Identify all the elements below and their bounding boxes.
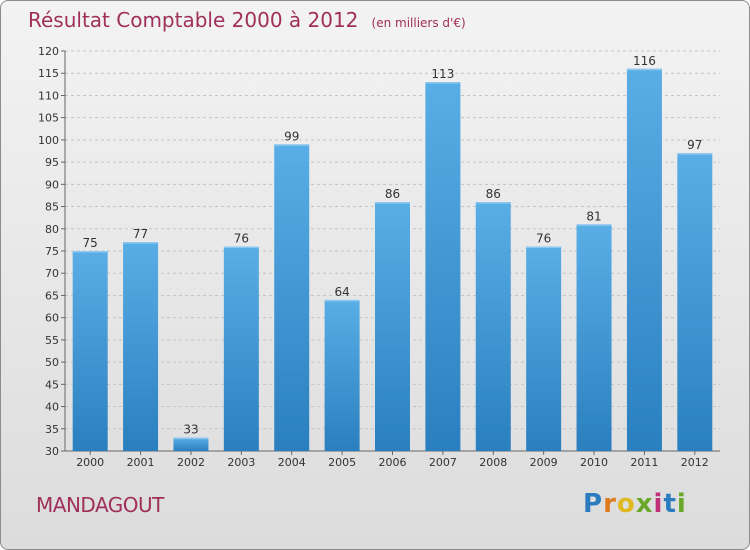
bar-top-edge <box>173 437 209 440</box>
x-tick-label: 2008 <box>479 456 507 469</box>
data-label: 77 <box>133 227 148 241</box>
bar-2012 <box>677 153 713 451</box>
bar-2002 <box>173 437 209 451</box>
logo-letter: r <box>603 489 617 519</box>
data-label: 116 <box>633 54 656 68</box>
bar-top-edge <box>475 202 511 204</box>
logo-letter: o <box>616 489 636 519</box>
x-tick-label: 2004 <box>278 456 306 469</box>
x-tick-label: 2006 <box>379 456 407 469</box>
y-tick-label: 55 <box>45 334 59 347</box>
bar-top-edge <box>526 246 562 249</box>
data-label: 76 <box>536 232 551 246</box>
bars <box>72 68 713 452</box>
data-label: 81 <box>586 209 601 223</box>
grid-lines <box>65 50 720 452</box>
x-tick-label: 2000 <box>76 456 104 469</box>
bar-top-edge <box>375 202 410 204</box>
x-tick-label: 2003 <box>227 456 255 469</box>
logo-letter: P <box>583 489 604 519</box>
x-tick-label: 2007 <box>429 456 457 469</box>
bar-2000 <box>72 251 108 451</box>
x-tick-label: 2010 <box>580 456 608 469</box>
bar-2003 <box>223 246 259 451</box>
logo-letter: t <box>663 489 677 519</box>
x-tick-label: 2001 <box>127 456 155 469</box>
bar-2006 <box>375 202 410 451</box>
data-labels: 75 77 33 76 99 64 86 113 86 76 81 116 97 <box>83 54 703 437</box>
bar-2007 <box>425 82 461 451</box>
y-tick-label: 85 <box>45 201 59 214</box>
bar-2005 <box>324 299 360 451</box>
bar-top-edge <box>223 246 259 249</box>
logo-letter: i <box>653 489 664 519</box>
bar-2011 <box>626 68 662 452</box>
y-tick-label: 30 <box>45 445 59 458</box>
town-name: MANDAGOUT <box>36 493 164 517</box>
data-label: 86 <box>486 187 501 201</box>
bar-top-edge <box>274 144 310 146</box>
y-tick-label: 75 <box>45 245 59 258</box>
bar-2010 <box>576 224 612 451</box>
bar-top-edge <box>123 242 159 244</box>
bar-top-edge <box>626 68 662 71</box>
y-tick-label: 100 <box>38 134 59 147</box>
x-tick-label: 2012 <box>681 456 709 469</box>
y-tick-label: 110 <box>38 89 59 102</box>
y-tick-label: 95 <box>45 156 59 169</box>
data-label: 75 <box>83 236 98 250</box>
y-tick-label: 35 <box>45 423 59 436</box>
axes: 30 35 40 45 50 55 60 65 70 75 80 85 90 95 100 105 110 115… <box>38 45 720 469</box>
x-tick-label: 2011 <box>630 456 658 469</box>
data-label: 76 <box>234 232 249 246</box>
logo-letter: i <box>676 489 687 519</box>
data-label: 99 <box>284 129 299 143</box>
x-tick-label: 2002 <box>177 456 205 469</box>
chart-title: Résultat Comptable 2000 à 2012 (en milli… <box>28 8 466 32</box>
data-label: 64 <box>334 285 349 299</box>
bar-top-edge <box>576 224 612 226</box>
data-label: 86 <box>385 187 400 201</box>
data-label: 97 <box>687 138 702 152</box>
bar-2004 <box>274 144 310 452</box>
bar-2008 <box>475 202 511 451</box>
title-text: Résultat Comptable 2000 à 2012 <box>28 8 359 32</box>
x-tick-label: 2005 <box>328 456 356 469</box>
y-tick-label: 80 <box>45 223 59 236</box>
data-label: 113 <box>431 67 454 81</box>
y-tick-label: 45 <box>45 378 59 391</box>
y-tick-label: 50 <box>45 356 59 369</box>
x-tick-label: 2009 <box>530 456 558 469</box>
y-tick-label: 90 <box>45 178 59 191</box>
y-tick-label: 105 <box>38 112 59 125</box>
y-tick-label: 115 <box>38 67 59 80</box>
y-tick-label: 40 <box>45 401 59 414</box>
y-tick-label: 120 <box>38 45 59 58</box>
bar-top-edge <box>425 82 461 84</box>
bar-2009 <box>526 246 562 451</box>
bar-top-edge <box>72 251 108 253</box>
y-tick-label: 60 <box>45 312 59 325</box>
logo-letter: x <box>635 489 654 519</box>
proxiti-logo: Proxiti <box>583 489 687 519</box>
data-label: 33 <box>183 423 198 437</box>
bar-top-edge <box>677 153 713 155</box>
bar-top-edge <box>324 299 360 302</box>
y-tick-label: 70 <box>45 267 59 280</box>
bar-2001 <box>123 242 159 451</box>
y-tick-label: 65 <box>45 289 59 302</box>
title-unit: (en milliers d'€) <box>371 16 466 30</box>
